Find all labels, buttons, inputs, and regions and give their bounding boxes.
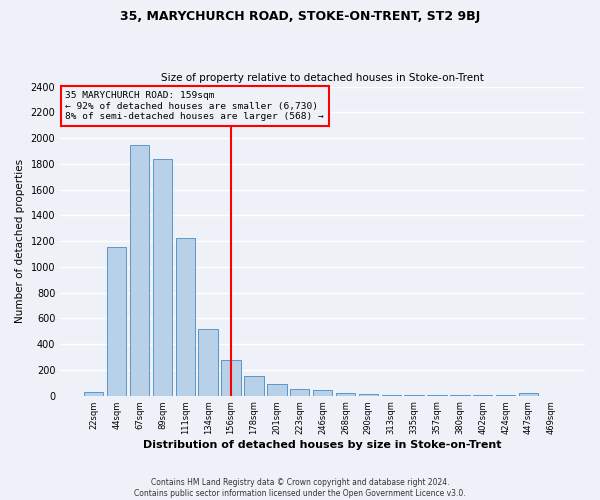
Text: Contains HM Land Registry data © Crown copyright and database right 2024.
Contai: Contains HM Land Registry data © Crown c… <box>134 478 466 498</box>
Bar <box>313 390 332 396</box>
Text: 35, MARYCHURCH ROAD, STOKE-ON-TRENT, ST2 9BJ: 35, MARYCHURCH ROAD, STOKE-ON-TRENT, ST2… <box>120 10 480 23</box>
Bar <box>519 393 538 396</box>
Text: 35 MARYCHURCH ROAD: 159sqm
← 92% of detached houses are smaller (6,730)
8% of se: 35 MARYCHURCH ROAD: 159sqm ← 92% of deta… <box>65 91 324 121</box>
Bar <box>244 376 263 396</box>
Bar <box>84 392 103 396</box>
Title: Size of property relative to detached houses in Stoke-on-Trent: Size of property relative to detached ho… <box>161 73 484 83</box>
Bar <box>267 384 287 396</box>
Bar <box>404 395 424 396</box>
Bar <box>382 394 401 396</box>
Bar <box>130 144 149 396</box>
Bar <box>336 393 355 396</box>
Bar <box>199 330 218 396</box>
Bar <box>290 388 310 396</box>
Bar <box>359 394 378 396</box>
Bar <box>152 158 172 396</box>
Bar <box>176 238 195 396</box>
Y-axis label: Number of detached properties: Number of detached properties <box>15 159 25 323</box>
Bar <box>221 360 241 396</box>
Bar <box>107 247 127 396</box>
X-axis label: Distribution of detached houses by size in Stoke-on-Trent: Distribution of detached houses by size … <box>143 440 502 450</box>
